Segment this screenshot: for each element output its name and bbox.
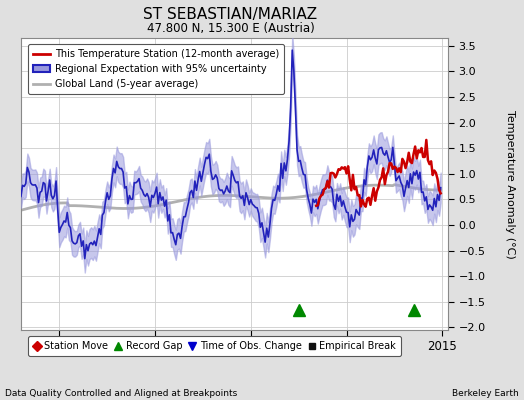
Text: ST SEBASTIAN/MARIAZ: ST SEBASTIAN/MARIAZ bbox=[144, 7, 318, 22]
Text: Berkeley Earth: Berkeley Earth bbox=[452, 389, 519, 398]
Text: Data Quality Controlled and Aligned at Breakpoints: Data Quality Controlled and Aligned at B… bbox=[5, 389, 237, 398]
Legend: Station Move, Record Gap, Time of Obs. Change, Empirical Break: Station Move, Record Gap, Time of Obs. C… bbox=[28, 336, 401, 356]
Text: 47.800 N, 15.300 E (Austria): 47.800 N, 15.300 E (Austria) bbox=[147, 22, 314, 35]
Y-axis label: Temperature Anomaly (°C): Temperature Anomaly (°C) bbox=[505, 110, 515, 258]
